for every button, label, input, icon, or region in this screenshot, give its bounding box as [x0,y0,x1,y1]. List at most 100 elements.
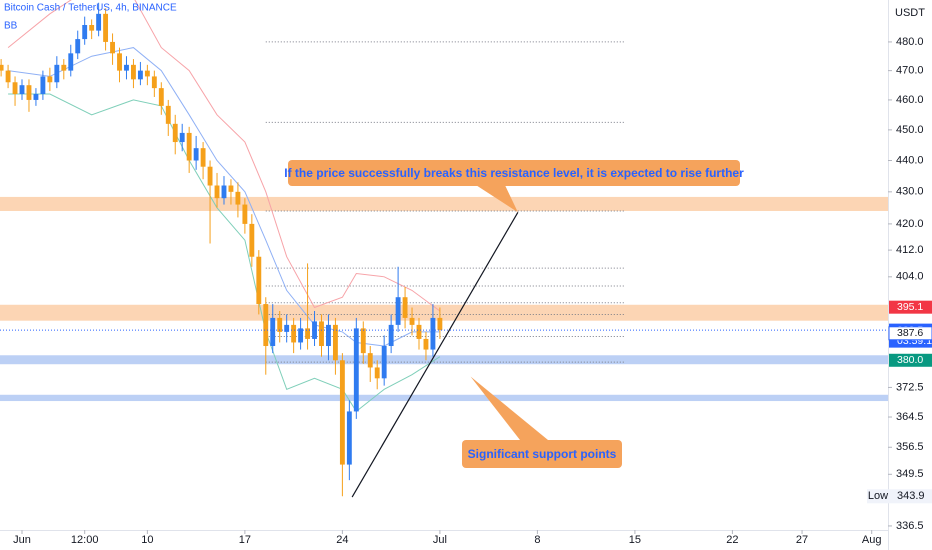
x-tick-label: Jul [433,534,447,546]
y-tick-label: 460.0 [896,94,924,106]
axes: 480.0 470.0 460.0 450.0 440.0 430.0 420.0 412.0… [13,36,932,546]
y-tick-label: 336.5 [896,520,924,532]
y-tick-label: 470.0 [896,65,924,77]
candle-body [200,148,206,167]
price-tag-label: 380.0 [897,354,923,366]
candle-body [33,94,39,100]
candle-body [256,256,262,305]
candle-body [353,328,359,412]
y-tick-label: 349.5 [896,468,924,480]
price-tag-label: 395.1 [897,301,923,313]
candle-body [131,64,136,80]
y-tick-label: 356.5 [896,441,924,453]
candle-body [124,64,129,71]
price-tag [888,326,932,341]
candle-body [249,223,255,257]
candle-body [26,85,32,100]
candle-body [409,317,415,325]
zone [0,304,888,321]
candle-body [0,64,4,71]
candle-body [242,204,248,224]
candle-body [298,328,304,343]
candle-body [75,39,81,54]
bb-upper [7,0,441,312]
y-tick-label: 412.0 [896,244,924,256]
candle-body [5,70,11,83]
price-tag [889,300,932,314]
candle-body [277,317,283,332]
candle-body [270,317,276,347]
price-tag [889,353,932,367]
candle-body [151,76,157,89]
callout-box [288,160,740,186]
low-label-box [867,489,889,504]
candle-body [284,324,290,332]
bb-lower [8,93,441,413]
candle-body [214,185,220,199]
candle-body [186,132,192,161]
zone [0,355,888,365]
x-tick-label: 12:00 [71,534,99,546]
candle-body [165,105,171,124]
callout-box [462,440,622,468]
candle-body [263,304,269,347]
low-tag-label: 343.9 [897,490,925,502]
x-tick-label: 17 [239,534,251,546]
candle-body [110,41,115,54]
x-tick-label: Aug [862,534,882,546]
candle-body [332,324,338,361]
candle-body [367,353,373,368]
candle-body [103,13,109,42]
callout-pointer [470,376,548,440]
y-tick-label: 364.5 [896,411,924,423]
candle-body [179,132,185,143]
candle-body [61,64,67,71]
candle-body [144,70,150,77]
candle-body [193,148,199,161]
candle-body [374,367,380,379]
candle-body [89,25,95,31]
candle-body [96,13,102,31]
y-tick-label: 372.5 [896,381,924,393]
callout-text: If the price successfully breaks this re… [284,166,744,180]
plot-area [0,0,888,497]
candle-body [47,76,53,83]
candle-body [137,70,143,80]
y-tick-label: 430.0 [896,186,924,198]
candle-body [54,64,60,83]
low-tag [889,489,932,504]
y-tick-label: 404.0 [896,271,924,283]
price-axis [888,0,932,550]
candle-body [339,360,345,465]
candle-body [172,123,178,143]
candle-body [437,317,443,331]
candle-body [381,346,387,379]
x-tick-label: 15 [629,534,641,546]
candle-body [207,166,213,186]
candle-body [305,328,310,339]
candle-body [402,297,408,318]
x-tick-label: Jun [13,534,31,546]
zone [0,196,888,211]
x-tick-label: 10 [141,534,153,546]
candle-body [430,317,436,350]
candle-body [346,411,352,465]
candle-body [319,321,324,347]
x-tick-label: 24 [336,534,348,546]
candle-body [228,185,234,192]
low-label: Low [868,490,888,502]
chart-title: Bitcoin Cash / TetherUS, 4h, BINANCE [4,3,177,14]
candle-body [68,53,74,71]
candle-body [82,25,88,40]
price-unit: USDT [895,7,925,19]
y-tick-label: 420.0 [896,218,924,230]
candle-body [221,185,227,199]
x-tick-label: 22 [726,534,738,546]
y-tick-label: 440.0 [896,154,924,166]
candle-body [326,324,331,347]
candle-body [423,338,429,350]
callout-text: Significant support points [468,447,617,461]
candle-body [312,321,317,339]
candle-body [395,297,401,325]
candle-body [291,324,297,343]
